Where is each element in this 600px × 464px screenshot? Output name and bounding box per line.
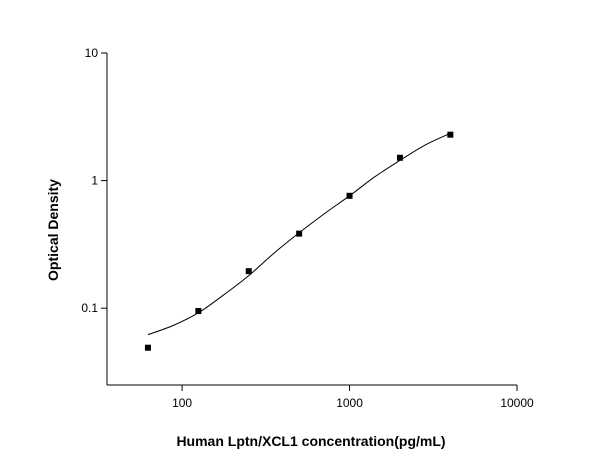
data-point: [447, 131, 454, 138]
data-point: [195, 308, 202, 315]
data-point: [245, 268, 252, 275]
x-tick-label: 1000: [336, 396, 363, 410]
x-tick-label: 100: [172, 396, 192, 410]
y-axis-label: Optical Density: [45, 179, 61, 281]
fit-curve: [147, 132, 451, 336]
y-tick-label: 1: [91, 174, 98, 188]
x-tick-label: 10000: [500, 396, 534, 410]
y-tick-label: 0.1: [81, 301, 98, 315]
x-axis-label: Human Lptn/XCL1 concentration(pg/mL): [176, 433, 445, 449]
y-tick-label: 10: [85, 46, 99, 60]
data-point: [396, 154, 403, 161]
data-point: [144, 344, 151, 351]
data-point: [296, 230, 303, 237]
